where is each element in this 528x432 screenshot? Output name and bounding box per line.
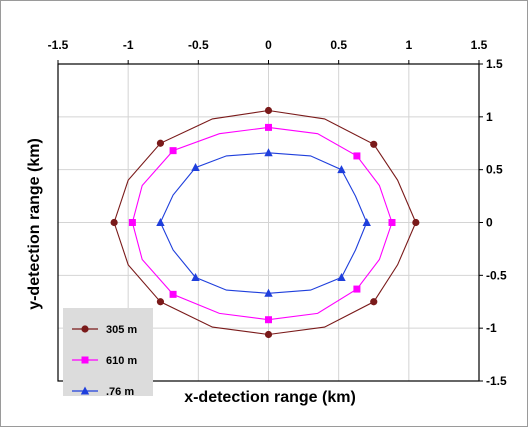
data-point [128, 219, 136, 226]
data-point [169, 290, 177, 298]
x-tick-label: 0 [265, 38, 272, 52]
data-point [156, 218, 165, 226]
data-point [191, 272, 200, 281]
series [110, 106, 420, 339]
legend-marker [80, 386, 90, 395]
x-tick-label: -1.5 [48, 38, 69, 52]
axes [57, 60, 483, 382]
legend-box [63, 308, 153, 396]
x-tick-label: -1 [123, 38, 134, 52]
data-point [191, 163, 200, 172]
x-tick-label: -0.5 [188, 38, 209, 52]
y-tick-label: -0.5 [486, 268, 507, 282]
data-point [265, 316, 272, 324]
y-tick-label: 0.5 [486, 163, 503, 177]
y-tick-label: -1.5 [486, 374, 507, 388]
legend-label: 610 m [106, 355, 137, 367]
series-3 [156, 148, 371, 297]
data-point [337, 165, 346, 174]
data-point [370, 140, 378, 148]
data-point [156, 139, 165, 147]
legend-label: 305 m [106, 324, 137, 336]
data-point [412, 218, 420, 227]
x-tick-label: 1.5 [471, 38, 488, 52]
legend-marker [81, 325, 89, 333]
data-point [337, 272, 346, 281]
tick-labels: -1.5 -1 -0.5 0 0.5 1 1.5 1.5 1 0.5 0 -0.5 -1 -1.5 [48, 38, 507, 388]
data-point [265, 123, 272, 131]
series-2 [128, 123, 396, 324]
y-tick-label: -1 [486, 321, 497, 335]
legend-entry: 610 m [72, 355, 137, 367]
data-point [264, 106, 273, 115]
data-point [264, 288, 273, 297]
series-1 [110, 106, 420, 339]
data-point [353, 285, 361, 293]
legend-entry: .76 m [72, 386, 134, 398]
y-axis-label: y-detection range (km) [26, 138, 43, 310]
data-point [264, 330, 273, 339]
data-point [388, 219, 396, 226]
legend-entry: 305 m [72, 324, 137, 336]
y-tick-label: 0 [486, 216, 493, 230]
data-point [156, 298, 165, 306]
data-point [353, 152, 361, 160]
x-tick-label: 0.5 [330, 38, 347, 52]
legend-marker [81, 356, 89, 364]
x-tick-label: 1 [405, 38, 412, 52]
legend-label: .76 m [106, 386, 134, 398]
data-point [264, 148, 273, 157]
data-point [110, 218, 118, 227]
y-tick-label: 1.5 [486, 57, 503, 71]
data-point [370, 298, 378, 306]
data-point [169, 147, 177, 155]
y-tick-label: 1 [486, 110, 493, 124]
legend: 305 m 610 m .76 m [63, 308, 153, 398]
legend-entries: 305 m 610 m .76 m [72, 324, 137, 398]
data-point [362, 218, 371, 226]
x-axis-label: x-detection range (km) [184, 389, 356, 406]
